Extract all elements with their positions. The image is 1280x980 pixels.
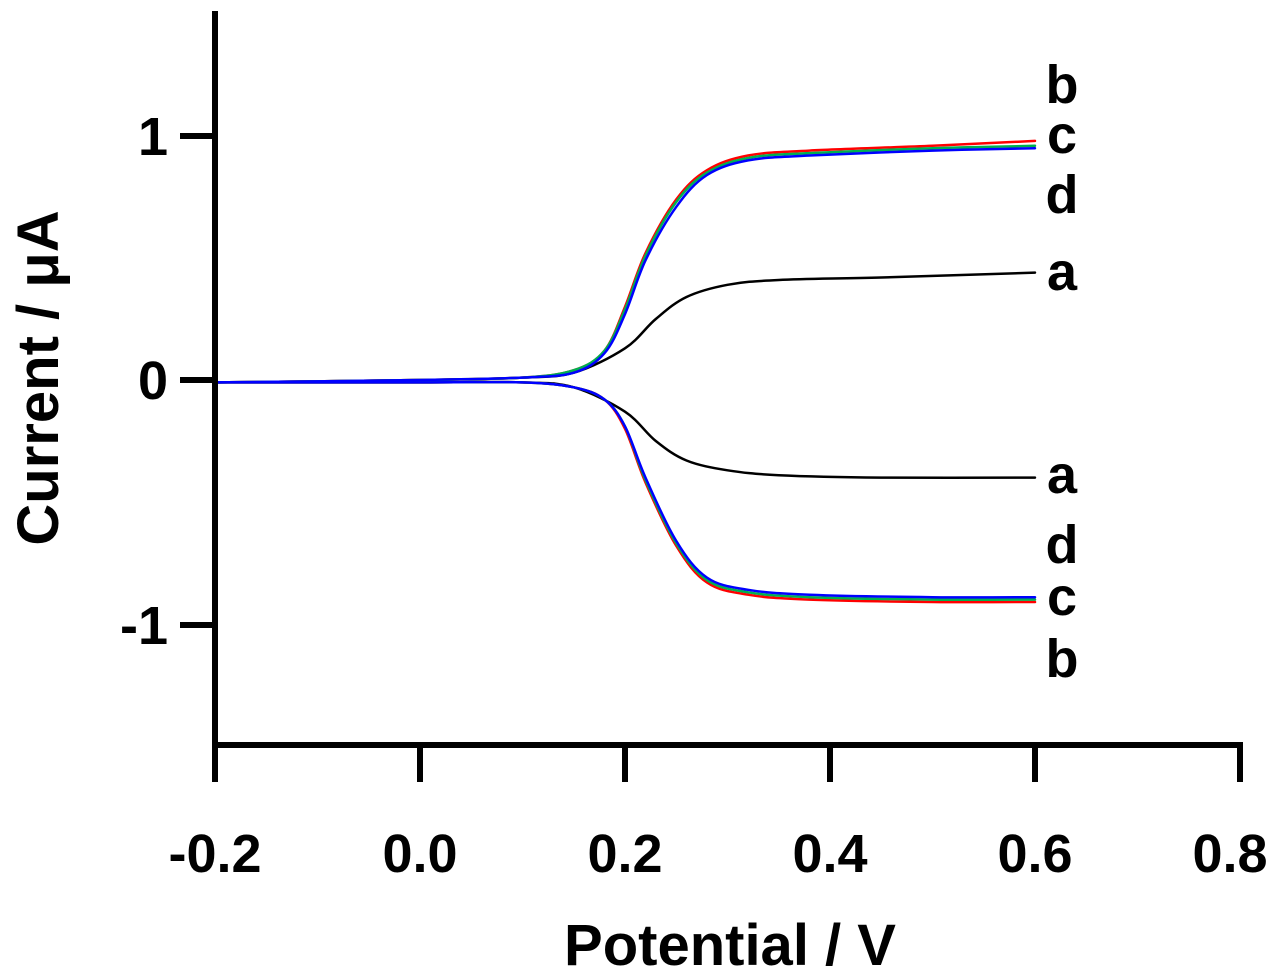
series-c-cathodic-line xyxy=(213,380,1037,602)
x-tick-label: 0.4 xyxy=(792,824,867,884)
curve-label-upper-d: d xyxy=(1046,165,1079,225)
x-tick-label: -0.2 xyxy=(168,824,261,884)
curve-label-lower-a: a xyxy=(1047,445,1078,505)
x-tick-label: 0.8 xyxy=(1192,824,1267,884)
y-tick-label: 0 xyxy=(138,351,168,411)
y-tick-label: -1 xyxy=(120,596,168,656)
curve-label-lower-d: d xyxy=(1046,515,1079,575)
x-tick-label: 0.2 xyxy=(587,824,662,884)
y-axis-label: Current / μA xyxy=(6,210,71,545)
series-layer xyxy=(213,139,1037,604)
curve-labels: b c d a a d c b xyxy=(1046,55,1079,689)
x-axis: -0.2 0.0 0.2 0.4 0.6 0.8 Potential / V xyxy=(168,745,1268,978)
series-b-cathodic-line xyxy=(213,380,1037,604)
y-tick-label: 1 xyxy=(138,107,168,167)
curve-label-upper-c: c xyxy=(1047,105,1077,165)
series-d-cathodic-line xyxy=(213,380,1037,599)
curve-label-upper-a: a xyxy=(1047,242,1078,302)
curve-label-lower-c: c xyxy=(1047,567,1077,627)
series-b-anodic-line xyxy=(213,139,1037,384)
x-tick-label: 0.6 xyxy=(997,824,1072,884)
series-a-anodic-line xyxy=(213,271,1037,384)
x-tick-label: 0.0 xyxy=(382,824,457,884)
curve-label-upper-b: b xyxy=(1046,55,1079,115)
curve-label-lower-b: b xyxy=(1046,629,1079,689)
series-d-anodic-line xyxy=(213,146,1037,384)
y-axis: 1 0 -1 Current / μA xyxy=(6,107,215,656)
x-axis-label: Potential / V xyxy=(564,913,896,978)
